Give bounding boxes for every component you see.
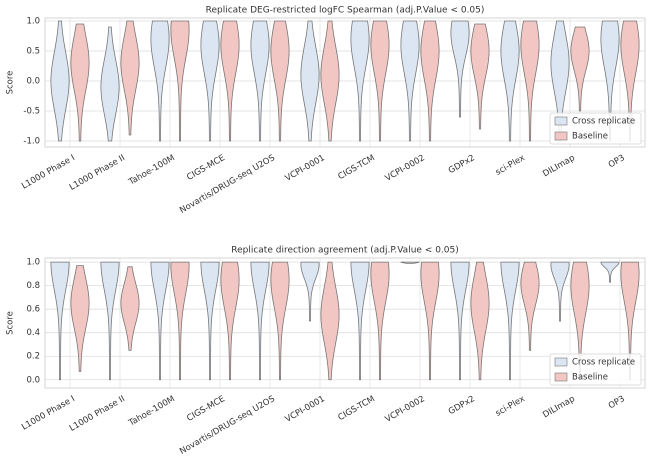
y-tick-label: 0.0 <box>26 375 40 385</box>
y-tick-label: 0.8 <box>26 281 40 291</box>
legend-label: Baseline <box>572 373 608 383</box>
violin <box>420 20 440 142</box>
x-tick-label: sci-Plex <box>494 153 527 178</box>
violin <box>120 20 140 136</box>
violin <box>550 20 570 142</box>
x-tick-label: L1000 Phase II <box>68 153 127 193</box>
violin <box>320 261 340 381</box>
violin <box>500 261 520 381</box>
y-axis-label: Score <box>6 71 16 95</box>
legend-box <box>549 353 642 386</box>
y-tick-label: 0.4 <box>26 328 40 338</box>
violin <box>50 261 70 381</box>
x-tick-label: DILImap <box>541 394 576 420</box>
legend-swatch <box>554 116 568 126</box>
y-tick-label: -0.5 <box>23 107 40 117</box>
x-tick-label: VCPI-0001 <box>284 394 327 425</box>
violin <box>170 20 190 142</box>
violin <box>300 261 320 322</box>
x-tick-label: GDPx2 <box>447 153 477 176</box>
x-tick-label: Tahoe-100M <box>126 394 176 429</box>
plot-frame <box>44 17 646 148</box>
violin <box>70 265 90 372</box>
violin <box>120 266 140 351</box>
violin <box>200 20 220 142</box>
violin <box>170 261 190 381</box>
violin <box>100 261 120 381</box>
y-tick-label: 0.0 <box>26 77 40 87</box>
legend-label: Cross replicate <box>572 117 635 127</box>
x-tick-label: L1000 Phase II <box>68 394 127 434</box>
violin <box>500 20 520 142</box>
x-tick-label: CIGS-MCE <box>185 153 226 183</box>
x-tick-label: Tahoe-100M <box>126 153 176 188</box>
x-tick-label: VCPI-0002 <box>384 394 427 425</box>
x-tick-label: Novartis/DRUG-seq U2OS <box>178 153 277 216</box>
chart-title: Replicate direction agreement (adj.P.Val… <box>231 246 459 256</box>
violin <box>220 20 240 142</box>
violin <box>100 26 120 142</box>
violin <box>550 261 570 322</box>
legend-box <box>549 112 642 145</box>
violin <box>250 20 270 142</box>
violin <box>200 261 220 381</box>
violin <box>350 20 370 142</box>
violin <box>220 261 240 381</box>
violin <box>470 23 490 130</box>
violin <box>620 20 640 142</box>
y-tick-label: 0.6 <box>26 305 40 315</box>
legend-swatch <box>554 131 568 141</box>
violin <box>400 261 420 264</box>
x-tick-label: VCPI-0001 <box>284 153 327 184</box>
violin <box>600 261 620 283</box>
violin <box>300 20 320 142</box>
violin <box>470 261 490 381</box>
x-tick-label: OP3 <box>607 394 627 411</box>
violin <box>320 20 340 142</box>
violin <box>620 261 640 381</box>
violin <box>150 261 170 381</box>
violin <box>420 261 440 381</box>
x-tick-label: CIGS-TCM <box>337 394 377 423</box>
violin <box>600 20 620 142</box>
violin <box>400 20 420 142</box>
violin <box>270 20 290 142</box>
y-tick-label: -1.0 <box>23 137 40 147</box>
violin <box>450 261 470 381</box>
legend-label: Baseline <box>572 132 608 142</box>
violin <box>570 261 590 381</box>
x-tick-label: CIGS-TCM <box>337 153 377 182</box>
chart-title: Replicate DEG-restricted logFC Spearman … <box>206 6 485 16</box>
x-tick-label: GDPx2 <box>447 394 477 417</box>
x-tick-label: DILImap <box>541 153 576 179</box>
plot-frame <box>44 257 646 389</box>
y-axis-label: Score <box>6 311 16 335</box>
x-tick-label: Novartis/DRUG-seq U2OS <box>178 394 277 457</box>
x-tick-label: OP3 <box>607 153 627 170</box>
x-tick-label: CIGS-MCE <box>185 394 226 424</box>
y-tick-label: 1.0 <box>26 17 40 27</box>
y-tick-label: 1.0 <box>26 258 40 268</box>
violin <box>250 261 270 381</box>
x-tick-label: VCPI-0002 <box>384 153 427 184</box>
violin <box>70 23 90 142</box>
violin <box>520 261 540 351</box>
y-tick-label: 0.2 <box>26 352 40 362</box>
violin <box>370 261 390 381</box>
y-tick-label: 0.5 <box>26 47 40 57</box>
violin <box>450 20 470 118</box>
legend-swatch <box>554 372 568 382</box>
legend-label: Cross replicate <box>572 358 635 368</box>
violin <box>270 261 290 381</box>
violin <box>50 20 70 142</box>
legend-swatch <box>554 357 568 367</box>
violin <box>520 20 540 142</box>
x-tick-label: sci-Plex <box>494 394 527 419</box>
violin <box>350 261 370 381</box>
violin <box>150 20 170 142</box>
violin <box>370 20 390 142</box>
violin <box>570 26 590 112</box>
